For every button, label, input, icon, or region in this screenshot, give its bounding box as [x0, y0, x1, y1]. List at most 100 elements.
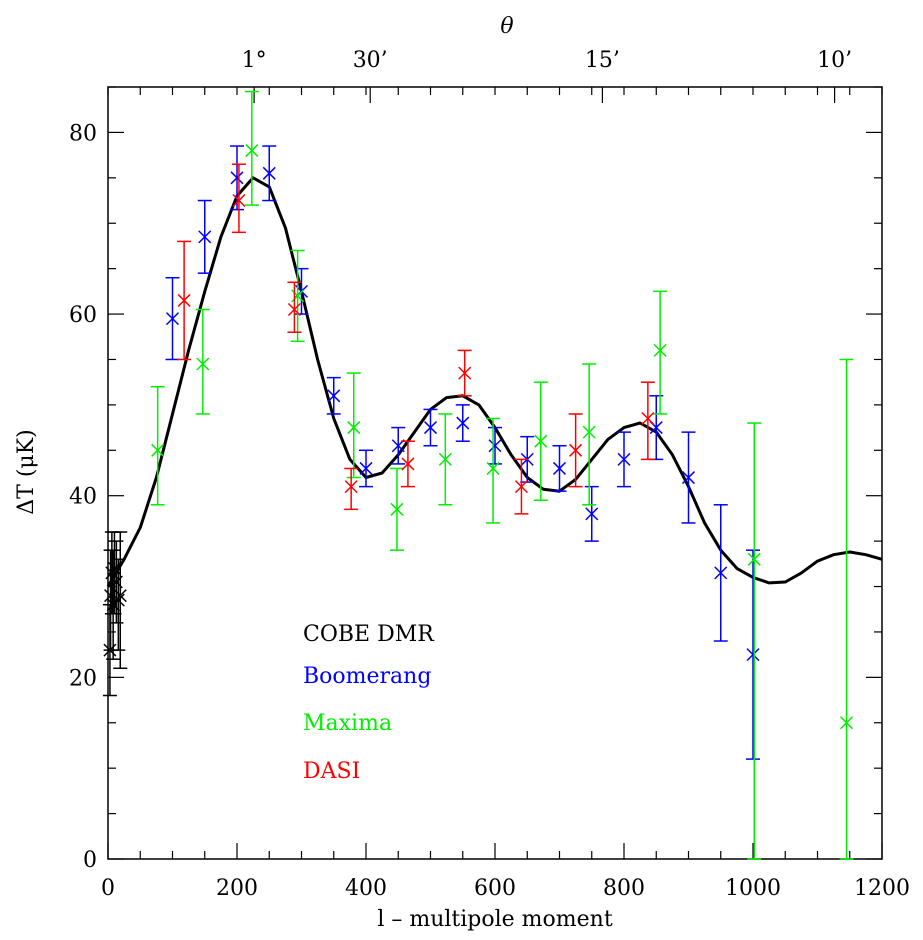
x-marker-stroke [552, 461, 567, 475]
top-tick-label: 10’ [817, 48, 852, 73]
x-marker-stroke [488, 439, 502, 453]
x-marker-stroke [359, 461, 373, 475]
data-point-maxima [747, 422, 762, 860]
x-tick-label: 600 [474, 876, 516, 901]
x-tick-label: 1200 [854, 876, 910, 901]
x-marker-stroke [327, 389, 341, 403]
x-tick-label: 0 [101, 876, 115, 901]
x-tick-label: 1000 [725, 876, 781, 901]
data-point-boomerang [681, 431, 696, 524]
series-dasi [177, 163, 655, 515]
x-marker-stroke [486, 461, 500, 475]
legend-boomerang: Boomerang [303, 664, 431, 689]
x-marker-stroke [401, 457, 415, 471]
legend-dasi: DASI [303, 759, 360, 784]
data-point-dasi [287, 281, 302, 333]
x-marker-stroke [641, 411, 655, 426]
x-marker-stroke [617, 452, 631, 466]
data-point-maxima [582, 363, 597, 506]
x-marker-stroke [165, 312, 180, 326]
x-marker-stroke [839, 716, 854, 730]
top-tick-label: 1° [242, 48, 267, 73]
series-boomerang [165, 145, 760, 760]
top-tick-label: 30’ [353, 48, 388, 73]
data-point-boomerang [746, 549, 760, 760]
data-point-maxima [150, 385, 165, 506]
x-marker-stroke [198, 230, 212, 244]
legend-maxima: Maxima [303, 711, 392, 736]
data-point-cobe-dmr [111, 558, 126, 651]
plot-frame [107, 86, 883, 860]
x-axis-label: l – multipole moment [377, 907, 612, 932]
data-point-boomerang [649, 395, 664, 461]
x-marker-stroke [232, 193, 246, 208]
x-marker-stroke [151, 443, 165, 457]
x-marker-stroke [344, 480, 358, 494]
y-tick-label: 40 [69, 485, 97, 510]
x-marker-stroke [534, 434, 548, 448]
top-axis-label: θ [500, 14, 513, 39]
x-marker-stroke [582, 425, 596, 439]
data-point-maxima [653, 290, 668, 415]
data-point-boomerang [488, 426, 502, 465]
data-point-boomerang [713, 504, 728, 642]
data-point-maxima [533, 381, 548, 501]
x-marker-stroke [287, 302, 301, 317]
x-marker-stroke [714, 566, 728, 580]
model-curve [106, 176, 883, 588]
x-marker-stroke [747, 552, 761, 566]
data-point-maxima [346, 372, 361, 479]
x-marker-stroke [196, 357, 210, 371]
x-marker-stroke [245, 144, 259, 158]
data-point-cobe-dmr [113, 531, 128, 670]
y-tick-label: 60 [69, 303, 97, 328]
data-point-dasi [344, 467, 359, 511]
data-point-maxima [290, 249, 305, 343]
x-marker-stroke [585, 507, 599, 521]
data-point-boomerang [262, 145, 277, 202]
data-point-dasi [400, 440, 415, 488]
x-marker-stroke [113, 589, 127, 603]
axes: 0 200 400 600 800 1000 1200 0 20 40 60 80 1° 30’ 15’ 10… [69, 48, 910, 901]
data-point-boomerang [455, 404, 470, 442]
data-point-boomerang [423, 408, 438, 447]
x-tick-label: 200 [216, 876, 258, 901]
data-point-boomerang [197, 199, 212, 274]
data-point-maxima [195, 308, 210, 415]
data-point-boomerang [359, 449, 373, 488]
data-point-boomerang [326, 376, 341, 415]
data-point-dasi [177, 240, 192, 361]
top-tick-label: 15’ [585, 48, 620, 73]
data-point-dasi [514, 458, 529, 515]
x-marker-stroke [653, 343, 667, 357]
x-tick-label: 800 [603, 876, 645, 901]
x-marker-stroke [649, 421, 663, 435]
x-marker-stroke [514, 480, 528, 494]
data-point-maxima [486, 417, 501, 524]
model-curve-layer [106, 176, 883, 588]
data-points-layer [102, 90, 854, 860]
data-point-boomerang [552, 445, 567, 492]
series-maxima [150, 90, 854, 860]
x-marker-stroke [438, 452, 452, 466]
legend: COBE DMR Boomerang Maxima DASI [303, 622, 435, 784]
data-point-maxima [389, 467, 404, 551]
data-point-boomerang [617, 431, 631, 488]
data-point-dasi [640, 381, 655, 461]
data-point-dasi [568, 413, 583, 488]
x-marker-stroke [423, 421, 438, 435]
x-marker-stroke [456, 416, 470, 430]
y-tick-label: 0 [83, 848, 97, 873]
x-marker-stroke [681, 471, 696, 485]
data-point-boomerang [230, 145, 244, 211]
x-marker-stroke [458, 366, 472, 380]
x-marker-stroke [569, 443, 583, 457]
series-cobe-dmr [102, 531, 128, 697]
x-marker-stroke [230, 171, 244, 185]
x-marker-stroke [291, 289, 305, 303]
x-tick-label: 400 [345, 876, 387, 901]
y-tick-label: 80 [69, 121, 97, 146]
y-axis-label: ΔT (μK) [14, 429, 39, 514]
data-point-maxima [244, 90, 259, 206]
